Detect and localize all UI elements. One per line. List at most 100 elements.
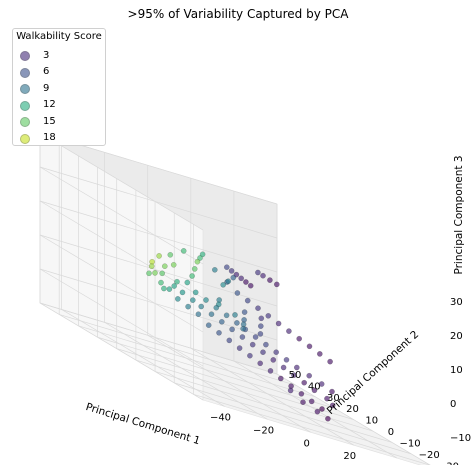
x-axis-label: Principal Component 1: [84, 401, 201, 447]
data-point: [238, 275, 244, 282]
x-grid-line: [147, 334, 311, 433]
data-point: [277, 375, 284, 382]
data-point: [161, 285, 167, 292]
data-point: [318, 381, 325, 387]
z-tick-label: −10: [450, 433, 471, 444]
x-tick-label: 0: [304, 438, 310, 449]
legend-entry: 15: [20, 113, 56, 129]
data-point: [308, 398, 315, 405]
legend-label: 9: [43, 82, 50, 94]
data-point: [296, 335, 303, 342]
data-point: [270, 357, 277, 363]
x-grid-line: [276, 373, 431, 465]
data-point: [211, 266, 218, 273]
data-point: [273, 281, 280, 288]
z-axis-label: Principal Component 3: [453, 155, 465, 274]
data-point: [218, 318, 225, 325]
legend-marker: [20, 133, 30, 144]
z-tick-label: 20: [450, 331, 463, 342]
data-point: [223, 312, 230, 319]
data-point: [146, 270, 152, 277]
data-point: [205, 322, 212, 329]
data-point: [306, 372, 313, 379]
x-grid-line: [61, 309, 225, 407]
z-grid-line: [39, 166, 278, 239]
data-point: [195, 311, 202, 318]
data-point: [260, 349, 266, 356]
data-point: [258, 315, 265, 322]
data-point: [234, 290, 241, 296]
data-point: [267, 277, 273, 283]
data-point: [247, 352, 253, 359]
y-tick-label: −10: [400, 439, 421, 450]
data-point: [171, 283, 177, 289]
data-point: [225, 278, 232, 285]
data-point: [260, 272, 266, 279]
z-tick-label: 10: [450, 365, 463, 376]
data-point: [192, 289, 199, 296]
data-point: [329, 388, 335, 395]
data-point: [293, 364, 300, 371]
data-point: [226, 337, 233, 344]
data-point: [232, 312, 238, 318]
data-point: [152, 270, 158, 276]
legend-entry: 3: [20, 47, 50, 63]
data-point: [174, 278, 180, 285]
y-grid-line: [174, 382, 412, 455]
data-point: [300, 399, 306, 406]
grid-lines: [39, 132, 431, 465]
z-tick-label: 30: [450, 297, 463, 308]
data-point: [241, 309, 248, 315]
data-point: [316, 351, 323, 357]
data-point: [252, 334, 259, 340]
tick-labels: −40−200204060−30−20−1001020304050−20−100…: [210, 297, 471, 465]
legend-entry: 12: [20, 97, 56, 113]
data-point: [189, 297, 196, 303]
y-grid-line: [193, 393, 431, 465]
data-point: [208, 311, 215, 318]
data-point: [220, 281, 226, 288]
data-point: [213, 304, 220, 311]
data-point: [199, 251, 206, 258]
legend-label: 3: [43, 49, 50, 61]
data-point: [230, 274, 237, 281]
legend-marker: [20, 84, 30, 94]
y-tick-label: 10: [365, 416, 378, 427]
data-point: [174, 296, 181, 302]
legend-label: 6: [43, 66, 50, 77]
data-point: [255, 305, 261, 312]
data-point: [239, 334, 246, 340]
y-tick-label: 20: [346, 404, 359, 415]
data-point: [161, 263, 168, 270]
data-point: [194, 258, 201, 265]
data-point: [265, 312, 272, 319]
data-point: [314, 408, 321, 415]
x-grid-line: [233, 360, 398, 459]
data-point: [283, 356, 290, 363]
data-point: [257, 331, 264, 337]
z-grid-line: [39, 268, 278, 341]
data-point: [158, 279, 164, 286]
z-grid-line: [39, 302, 278, 375]
data-point: [329, 402, 336, 409]
y-grid-line: [59, 314, 297, 386]
data-point: [286, 328, 292, 334]
x-tick-label: 20: [343, 451, 356, 462]
data-point: [216, 329, 222, 336]
data-point: [327, 358, 333, 365]
data-point: [229, 326, 235, 333]
data-point: [223, 264, 230, 271]
data-point: [291, 372, 297, 378]
x-tick-label: −40: [210, 413, 231, 424]
legend-label: 12: [43, 99, 56, 110]
data-point: [267, 368, 274, 374]
chart-title: >95% of Variability Captured by PCA: [128, 7, 350, 21]
data-point: [203, 297, 209, 303]
data-point: [324, 395, 330, 402]
x-grid-line: [190, 347, 354, 446]
x-grid-line: [104, 322, 268, 420]
legend: Walkability Score 3 6 9 12 15 18: [12, 28, 106, 146]
data-point: [184, 279, 191, 286]
data-point: [306, 343, 313, 350]
x-tick-label: −20: [253, 425, 274, 436]
